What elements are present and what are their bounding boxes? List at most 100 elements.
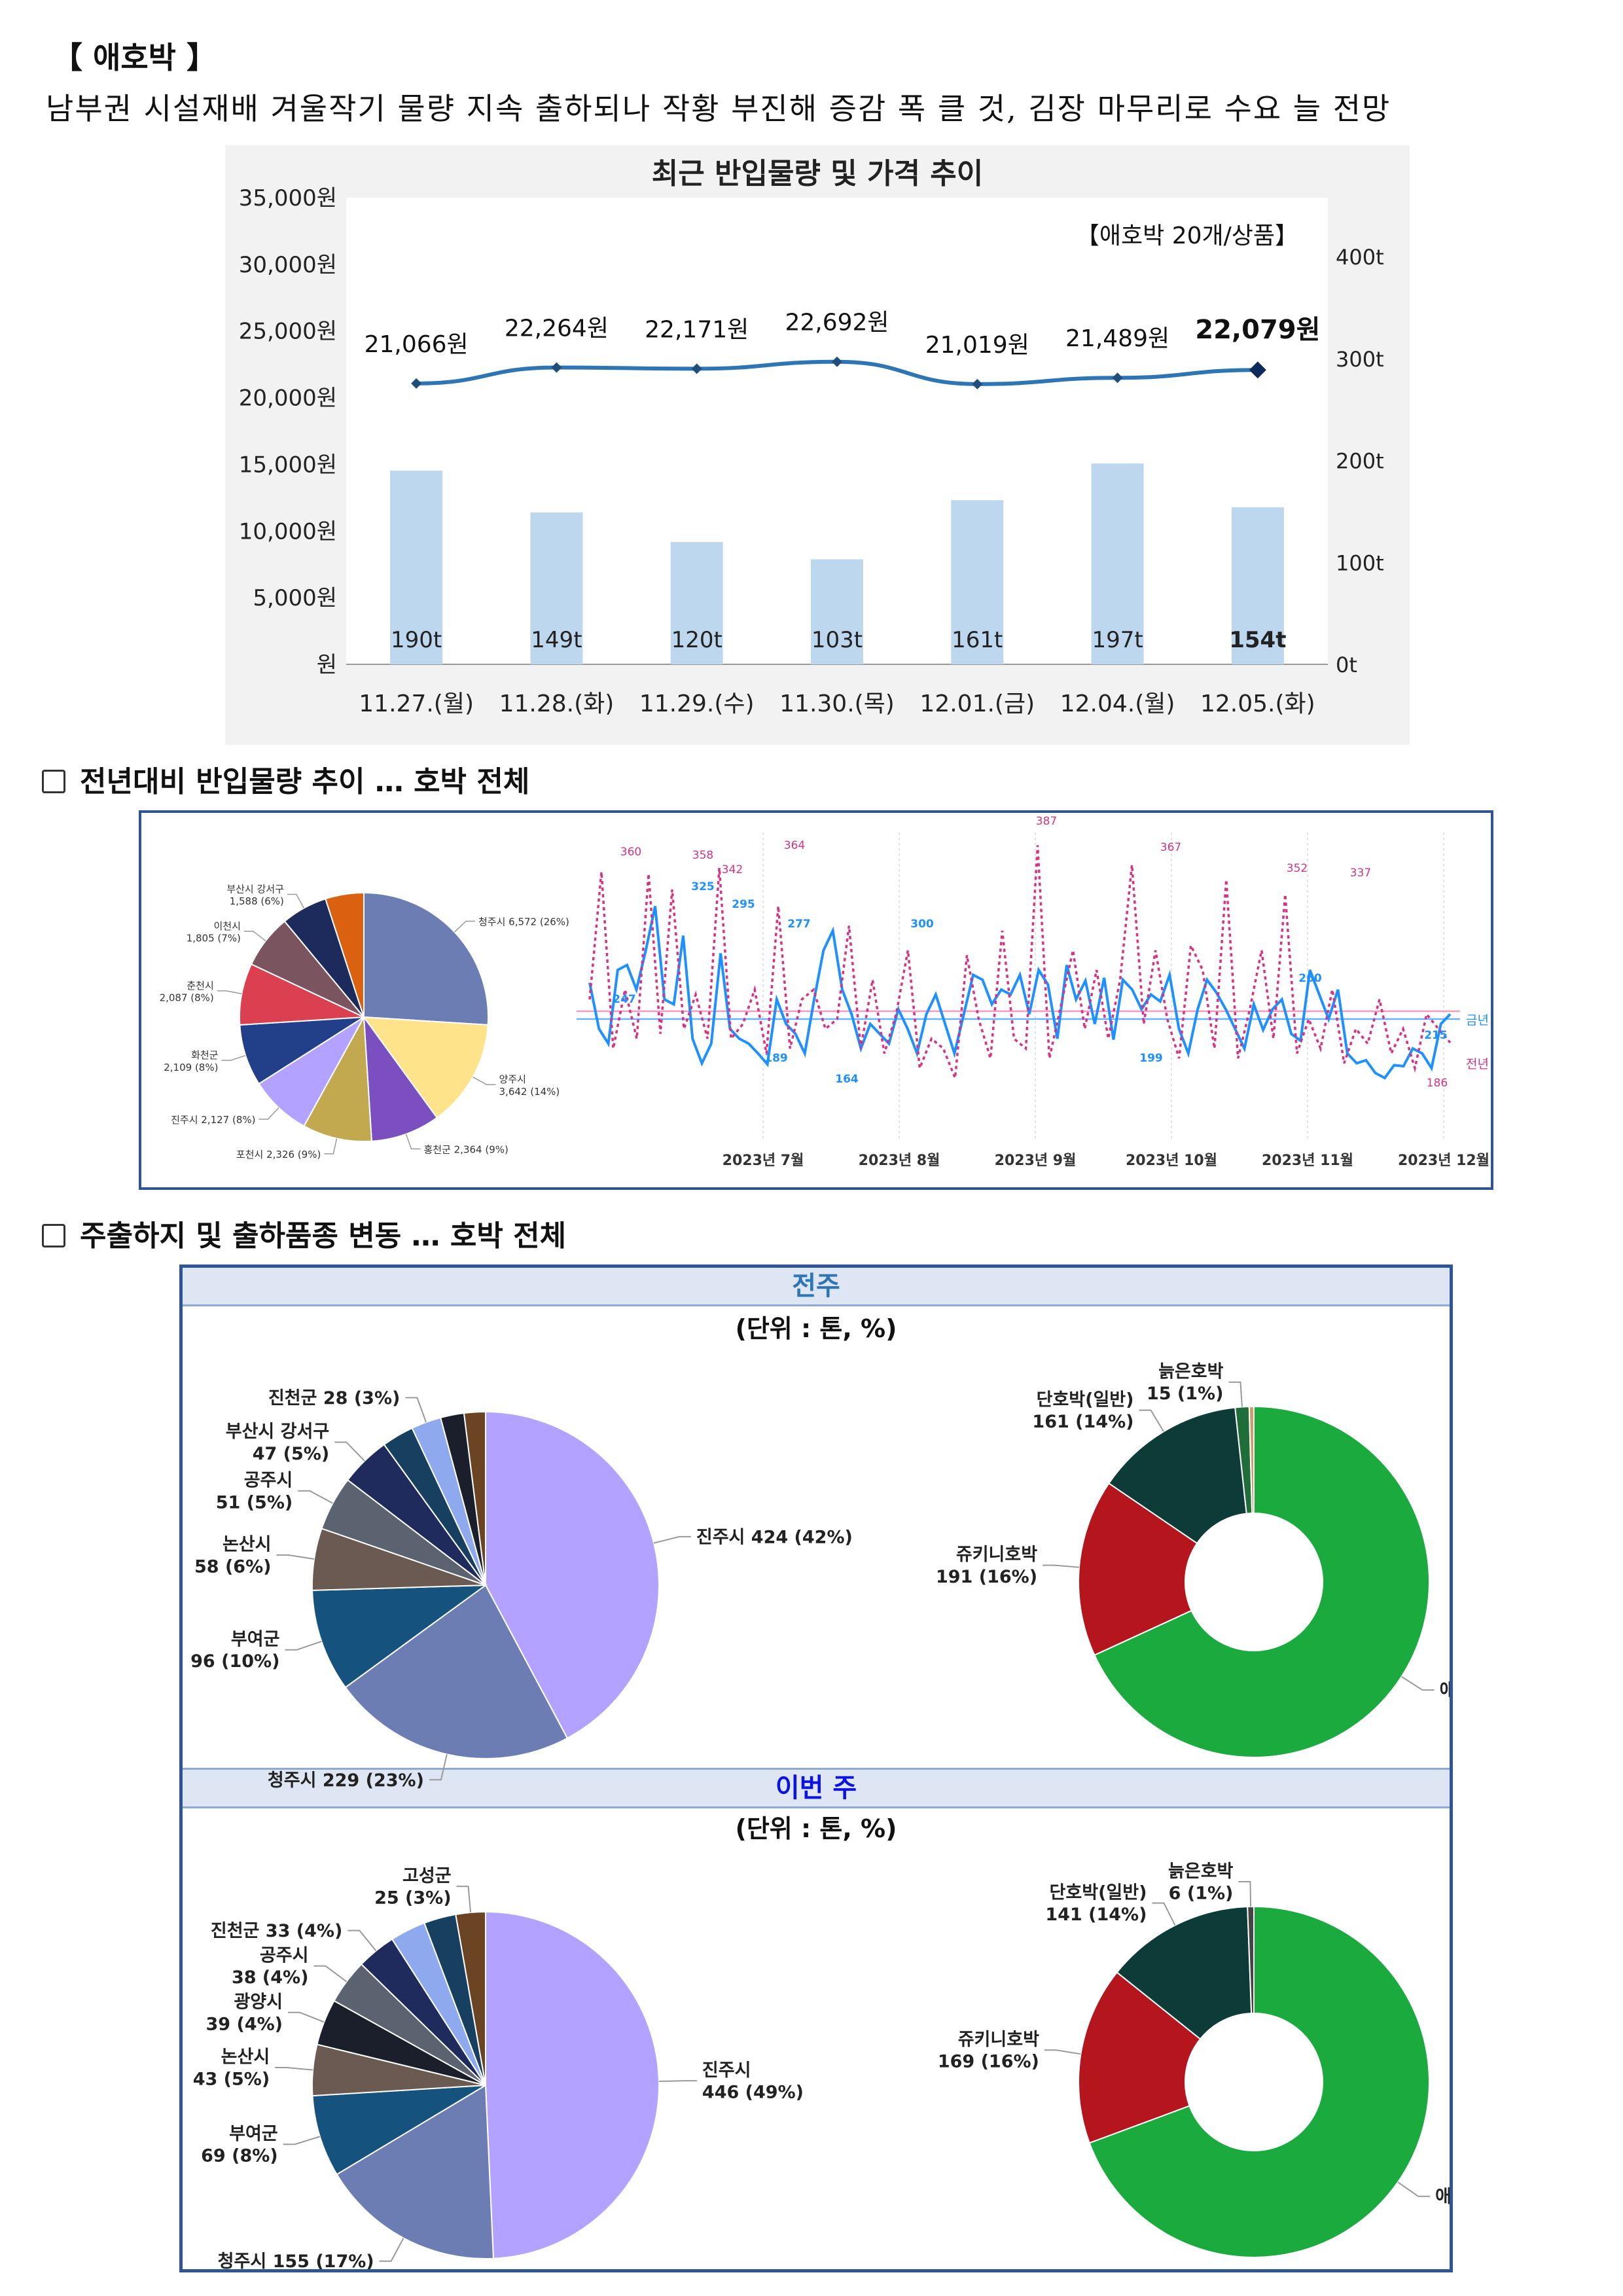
- variety-donut-slice: [1247, 1905, 1255, 2015]
- price-point: [551, 362, 562, 373]
- series-line-prev-year: [588, 845, 1452, 1079]
- y-left-tick: 5,000원: [253, 585, 337, 611]
- point-label: 358: [692, 849, 713, 862]
- origin-leader: [653, 1535, 691, 1544]
- x-tick: 11.27.(월): [359, 691, 474, 717]
- origin-label: 공주시 38 (4%): [232, 1945, 309, 1988]
- variety-label: 늙은호박 15 (1%): [1147, 1361, 1224, 1404]
- variety-leader: [1044, 2049, 1081, 2055]
- origin-label: 부여군 96 (10%): [190, 1629, 279, 1672]
- origin-leader: [324, 1138, 338, 1155]
- origin-label: 진주시 2,127 (8%): [171, 1114, 255, 1126]
- chart-note: 【애호박 20개/상품】: [1076, 223, 1298, 249]
- price-label: 22,079원: [1195, 315, 1320, 345]
- origin-pie-slice: [336, 2084, 494, 2259]
- origin-label: 청주시 6,572 (26%): [478, 916, 569, 928]
- origin-pie-slice: [485, 1410, 660, 1740]
- origin-label: 화천군 2,109 (8%): [164, 1049, 218, 1073]
- bar-label: 190t: [391, 627, 442, 653]
- y-left-tick: 10,000원: [239, 518, 337, 545]
- point-label: 199: [1139, 1052, 1163, 1065]
- x-tick: 12.04.(월): [1060, 691, 1175, 717]
- variety-label: 쥬키니호박 169 (16%): [938, 2030, 1039, 2072]
- point-label: 215: [1424, 1029, 1448, 1042]
- variety-donut-slice: [1116, 1906, 1253, 2040]
- origin-label: 진주시 424 (42%): [696, 1527, 853, 1547]
- origin-label: 포천시 2,326 (9%): [236, 1149, 321, 1160]
- y-left-tick: 20,000원: [239, 386, 337, 412]
- bar-label: 149t: [531, 627, 582, 653]
- origin-leader: [405, 1134, 421, 1150]
- point-label: 295: [732, 898, 755, 911]
- origin-leader: [276, 1554, 315, 1560]
- variety-donut-slice: [1078, 1482, 1198, 1657]
- origin-leader: [287, 893, 305, 908]
- page-heading: 【 애호박 】: [52, 40, 217, 75]
- origin-leader: [217, 990, 242, 995]
- origin-variety-panel: 전주 이번 주 (단위 : 톤, %) 진주시 424 (42%) 청주시 229 …: [179, 1265, 1453, 2272]
- yoy-chart-panel: 청주시 6,572 (26%) 양주시 3,642 (14%) 홍천군 2,364 (…: [139, 810, 1493, 1190]
- origin-label: 부여군 69 (8%): [201, 2124, 278, 2166]
- origin-label: 논산시 58 (6%): [194, 1535, 272, 1577]
- price-point: [411, 378, 422, 389]
- origin-label: 고성군 25 (3%): [374, 1866, 452, 1909]
- origin-leader: [379, 2237, 404, 2262]
- price-label: 22,171원: [645, 316, 749, 343]
- origin-label: 진주시 446 (49%): [702, 2060, 804, 2103]
- this-week-header: 이번 주: [183, 1768, 1450, 1808]
- origin-leader: [429, 1754, 448, 1781]
- section-yoy-label: 전년대비 반입물량 추이 … 호박 전체: [80, 765, 530, 798]
- origin-leader: [454, 920, 475, 933]
- yoy-pie-slice: [363, 891, 489, 1026]
- price-label: 22,692원: [785, 310, 889, 336]
- variety-leader: [1139, 1409, 1164, 1432]
- origin-pie-slice: [455, 1910, 486, 2086]
- unit-label: (단위 : 톤, %): [735, 1814, 897, 1843]
- bar: [811, 559, 863, 664]
- x-tick: 2023년 12월: [1398, 1153, 1489, 1169]
- point-label: 247: [613, 993, 636, 1006]
- price-volume-chart: 최근 반입물량 및 가격 추이 【애호박 20개/상품】 35,000원 30,000…: [225, 145, 1410, 745]
- origin-pie-slice: [312, 2085, 486, 2176]
- point-label: 360: [620, 846, 641, 859]
- price-point: [972, 378, 983, 389]
- section-yoy-title: 전년대비 반입물량 추이 … 호박 전체: [42, 758, 529, 800]
- legend-prev-year: 전년: [1466, 1057, 1489, 1071]
- origin-pie-slice: [344, 1584, 569, 1759]
- origin-leader: [348, 1929, 377, 1952]
- y-left-tick: 35,000원: [239, 185, 337, 211]
- origin-label: 청주시 155 (17%): [218, 2251, 374, 2269]
- yoy-pie-slice: [239, 1016, 365, 1085]
- point-label: 387: [1036, 815, 1057, 828]
- origin-leader: [456, 1886, 472, 1913]
- variety-label: 쥬키니호박 191 (16%): [936, 1545, 1037, 1587]
- variety-label: 늙은호박 6 (1%): [1168, 1861, 1234, 1904]
- x-tick: 2023년 10월: [1126, 1153, 1217, 1169]
- yoy-pie-slice: [362, 1016, 489, 1119]
- variety-leader: [1397, 2181, 1431, 2197]
- origin-label: 광양시 39 (4%): [205, 1992, 283, 2035]
- price-label: 21,019원: [925, 332, 1029, 359]
- origin-pie-slice: [463, 1410, 486, 1586]
- yoy-pie-slice: [239, 963, 365, 1026]
- price-point: [1249, 361, 1266, 379]
- bar: [951, 500, 1004, 664]
- point-label: 300: [910, 918, 934, 931]
- section-origin-label: 주출하지 및 출하품종 변동 … 호박 전체: [80, 1219, 567, 1253]
- section-origin-title: 주출하지 및 출하품종 변동 … 호박 전체: [42, 1212, 566, 1254]
- point-label: 277: [787, 918, 811, 931]
- price-label: 21,489원: [1065, 325, 1169, 352]
- x-tick: 2023년 9월: [995, 1153, 1077, 1169]
- origin-leader: [405, 1397, 427, 1423]
- origin-variety-svg: (단위 : 톤, %) 진주시 424 (42%) 청주시 229 (23%) 부여군…: [190, 1314, 1450, 2269]
- point-label: 189: [764, 1052, 788, 1065]
- unit-label: (단위 : 톤, %): [735, 1314, 897, 1343]
- series-line-this-year: [588, 906, 1452, 1080]
- origin-pie-slice: [485, 1910, 660, 2259]
- origin-label: 이천시 1,805 (7%): [187, 920, 241, 944]
- bar: [1231, 507, 1284, 664]
- y-right-tick: 300t: [1336, 347, 1384, 372]
- x-tick: 11.28.(화): [499, 691, 615, 717]
- origin-label: 부산시 강서구 47 (5%): [226, 1422, 329, 1464]
- x-tick: 11.29.(수): [639, 691, 755, 717]
